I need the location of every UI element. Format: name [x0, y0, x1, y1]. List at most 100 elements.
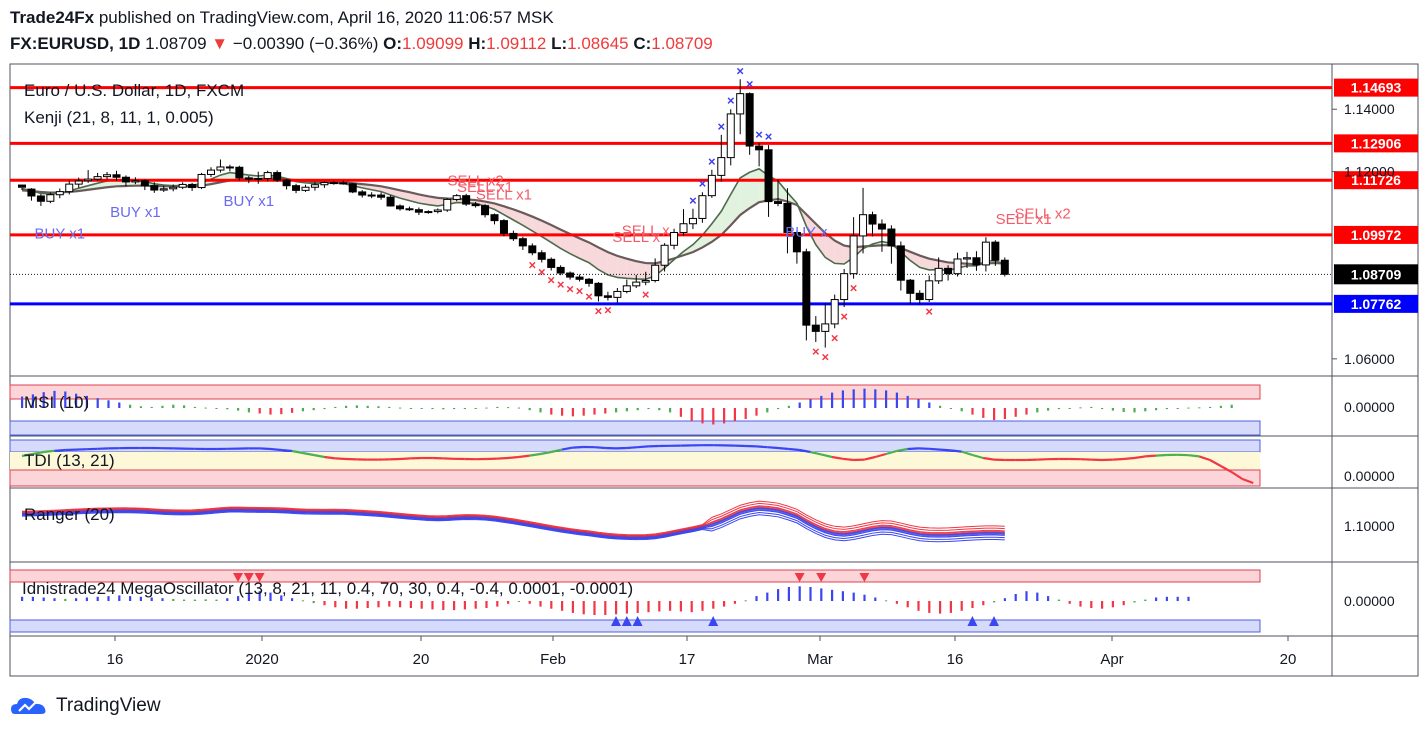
candle — [329, 181, 338, 185]
candle-body — [443, 198, 452, 211]
chart-title: Euro / U.S. Dollar, 1D, FXCM — [24, 81, 244, 100]
tdi-line-segment — [21, 452, 34, 458]
tdi-line-segment — [874, 452, 887, 459]
candle-body — [377, 194, 386, 198]
msi-bar — [183, 405, 186, 408]
msi-bar — [399, 407, 402, 409]
mega-bar — [949, 601, 952, 613]
candle — [717, 134, 726, 182]
mega-bar — [971, 601, 974, 608]
msi-bar — [474, 408, 477, 409]
candle — [377, 192, 386, 200]
candle — [670, 228, 679, 250]
candle-body — [934, 267, 943, 282]
candle — [462, 193, 471, 206]
msi-bar — [982, 408, 985, 418]
kenji-cloud-segment — [551, 224, 561, 249]
candle — [121, 175, 130, 187]
candle-body — [320, 182, 329, 186]
mega-bar — [280, 595, 283, 601]
msi-bar — [507, 407, 510, 409]
candle — [821, 302, 830, 348]
candle — [46, 192, 55, 204]
mega-bar — [982, 601, 985, 606]
candle — [1000, 257, 1009, 277]
candle — [65, 180, 74, 195]
candle-body — [405, 208, 414, 211]
last-price: 1.08709 — [145, 34, 207, 53]
low-value: 1.08645 — [567, 34, 629, 53]
x-tick-label: 20 — [1280, 651, 1297, 668]
mega-bar — [625, 601, 628, 614]
msi-bar — [247, 408, 250, 413]
mega-bar — [1079, 601, 1082, 607]
msi-bar — [226, 408, 229, 410]
msi-bar — [53, 390, 56, 408]
mega-bar — [1165, 596, 1168, 601]
mega-bar — [690, 601, 693, 613]
msi-bar — [863, 388, 866, 408]
tdi-line-segment — [550, 448, 563, 454]
mega-bar — [787, 587, 790, 601]
mega-bar — [723, 601, 726, 607]
candle — [433, 208, 442, 214]
candle-body — [688, 217, 697, 225]
candle-body — [736, 93, 745, 115]
x-tick-label: 2020 — [245, 651, 278, 668]
candle — [632, 274, 641, 289]
mega-bar — [226, 598, 229, 601]
candle-body — [802, 251, 811, 326]
tdi-line-segment — [637, 445, 649, 449]
tdi-line-segment — [820, 453, 833, 459]
buy-marker: × — [699, 176, 707, 191]
candle — [981, 237, 990, 272]
candle — [93, 172, 102, 181]
candle — [698, 192, 707, 223]
candle-body — [159, 188, 168, 191]
sell-marker: × — [840, 309, 848, 324]
candle-body — [396, 205, 404, 210]
candle — [792, 230, 801, 264]
tdi-line-segment — [777, 446, 789, 451]
candle-body — [462, 195, 471, 205]
mega-bar — [366, 601, 369, 608]
mega-bar — [474, 601, 477, 609]
kenji-cloud-segment — [617, 255, 627, 279]
chart-canvas[interactable]: 1.14693 1.12906 1.11726 1.09972 1.07762 1.087… — [0, 0, 1427, 690]
candle-body — [216, 166, 225, 171]
tdi-line-segment — [626, 446, 638, 450]
candle-body — [792, 231, 801, 253]
candle-body — [36, 195, 45, 202]
candle-body — [991, 241, 1000, 261]
mega-bar — [712, 601, 715, 609]
candle — [528, 243, 537, 256]
kenji-cloud-segment — [778, 181, 788, 202]
mega-bar — [744, 600, 747, 602]
candle-body — [263, 172, 272, 180]
sell-marker: × — [529, 257, 537, 272]
msi-upper-band — [9, 384, 1261, 400]
mega-bar — [615, 601, 618, 615]
mega-bar — [237, 596, 240, 601]
mega-bar — [453, 601, 456, 611]
msi-bar — [172, 404, 175, 408]
candle-body — [868, 214, 877, 225]
candle — [556, 265, 565, 276]
mega-bar — [21, 596, 24, 601]
high-label: H: — [468, 34, 487, 53]
buy-marker: × — [765, 129, 773, 144]
msi-bar — [647, 408, 650, 410]
mega-bar — [1144, 599, 1147, 601]
candle-body — [74, 180, 83, 185]
candle-body — [301, 186, 310, 191]
candle — [84, 170, 93, 183]
candle-body — [547, 258, 556, 268]
tdi-label: TDI (13, 21) — [24, 451, 115, 470]
mega-bar — [64, 598, 67, 601]
sell-marker: × — [925, 304, 933, 319]
tdi-line-segment — [313, 453, 325, 459]
candle-body — [471, 203, 480, 207]
tdi-line-segment — [1220, 465, 1233, 473]
candle — [490, 213, 499, 225]
msi-bar — [1219, 405, 1222, 408]
